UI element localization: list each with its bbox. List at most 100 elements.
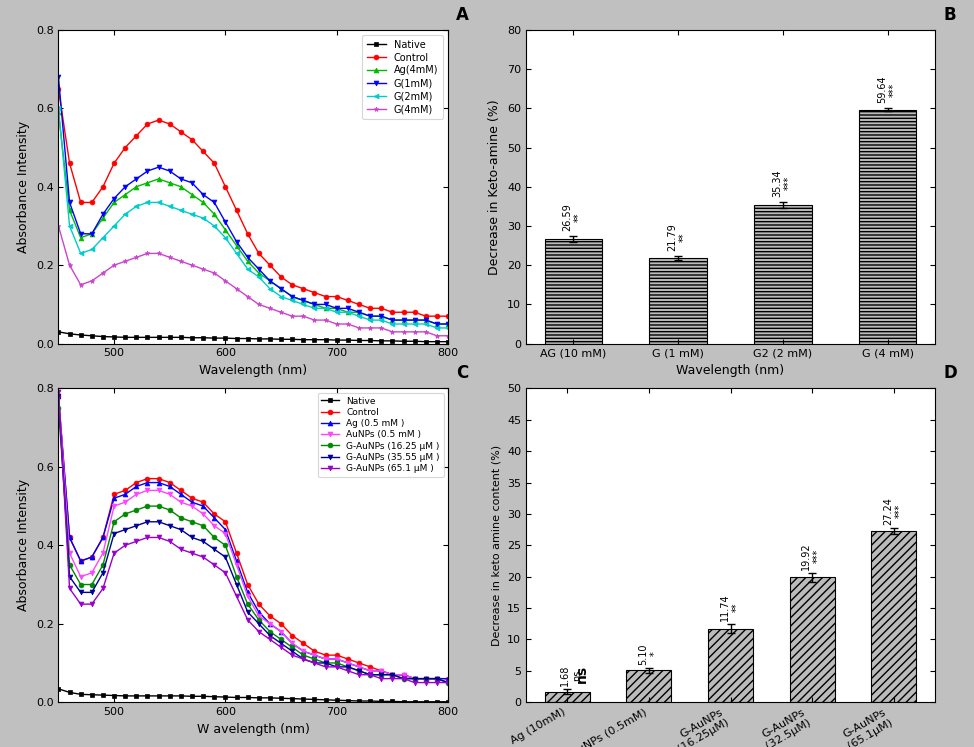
G-AuNPs (35.55 μM ) <box>375 670 387 679</box>
Control <box>309 647 320 656</box>
Native <box>63 688 75 697</box>
Control <box>108 158 120 167</box>
G(1mM) <box>164 167 175 176</box>
Control <box>108 490 120 499</box>
Text: 26.59
**: 26.59 ** <box>563 204 584 232</box>
G(4mM) <box>420 327 431 336</box>
G(4mM) <box>131 252 142 261</box>
Native <box>309 695 320 704</box>
Native <box>86 690 97 699</box>
G-AuNPs (35.55 μM ) <box>120 525 131 534</box>
G-AuNPs (16.25 μM ) <box>86 580 97 589</box>
AuNPs (0.5 mM ) <box>331 654 343 663</box>
Control <box>409 674 421 683</box>
G-AuNPs (35.55 μM ) <box>186 533 198 542</box>
Native <box>97 691 109 700</box>
Text: C: C <box>456 365 468 382</box>
Native <box>108 332 120 341</box>
G-AuNPs (16.25 μM ) <box>108 517 120 526</box>
Native <box>442 697 454 706</box>
Control <box>276 619 287 628</box>
G(2mM) <box>120 210 131 219</box>
Ag (0.5 mM ) <box>309 651 320 660</box>
G-AuNPs (16.25 μM ) <box>309 654 320 663</box>
G-AuNPs (65.1 μM ) <box>198 553 209 562</box>
Text: 19.92
***: 19.92 *** <box>802 542 823 570</box>
Native <box>131 333 142 342</box>
Native <box>409 337 421 346</box>
Native <box>276 694 287 703</box>
Y-axis label: Decrease in keto amine content (%): Decrease in keto amine content (%) <box>492 444 502 646</box>
G(2mM) <box>131 202 142 211</box>
Native <box>141 333 153 342</box>
G-AuNPs (35.55 μM ) <box>219 553 231 562</box>
G-AuNPs (16.25 μM ) <box>431 674 443 683</box>
G(2mM) <box>75 249 87 258</box>
G(4mM) <box>375 323 387 332</box>
G-AuNPs (35.55 μM ) <box>354 666 365 675</box>
G-AuNPs (16.25 μM ) <box>319 659 331 668</box>
G-AuNPs (65.1 μM ) <box>186 548 198 557</box>
Ag (0.5 mM ) <box>97 533 109 542</box>
Ag (0.5 mM ) <box>242 588 253 597</box>
Native <box>141 692 153 701</box>
Y-axis label: Absorbance Intensity: Absorbance Intensity <box>18 480 30 611</box>
Control <box>231 548 243 557</box>
G(4mM) <box>141 249 153 258</box>
AuNPs (0.5 mM ) <box>397 670 409 679</box>
Control <box>264 611 276 620</box>
G-AuNPs (65.1 μM ) <box>387 674 398 683</box>
G-AuNPs (35.55 μM ) <box>409 674 421 683</box>
G-AuNPs (16.25 μM ) <box>397 674 409 683</box>
AuNPs (0.5 mM ) <box>286 639 298 648</box>
G(4mM) <box>231 284 243 293</box>
AuNPs (0.5 mM ) <box>141 486 153 495</box>
G(1mM) <box>219 217 231 226</box>
Native <box>242 334 253 343</box>
G(4mM) <box>120 257 131 266</box>
G(1mM) <box>420 315 431 324</box>
G-AuNPs (35.55 μM ) <box>331 663 343 672</box>
Native <box>387 697 398 706</box>
Bar <box>708 628 753 702</box>
Native <box>75 330 87 339</box>
G(2mM) <box>164 202 175 211</box>
Ag (0.5 mM ) <box>53 391 64 400</box>
G-AuNPs (65.1 μM ) <box>286 651 298 660</box>
Control <box>253 249 265 258</box>
Ag(4mM) <box>342 308 354 317</box>
AuNPs (0.5 mM ) <box>53 388 64 397</box>
Ag(4mM) <box>431 320 443 329</box>
G(2mM) <box>108 221 120 230</box>
Text: 11.74
**: 11.74 ** <box>720 593 741 621</box>
G-AuNPs (65.1 μM ) <box>164 537 175 546</box>
G-AuNPs (16.25 μM ) <box>186 517 198 526</box>
G-AuNPs (65.1 μM ) <box>309 659 320 668</box>
Line: AuNPs (0.5 mM ): AuNPs (0.5 mM ) <box>56 390 450 685</box>
Control <box>342 654 354 663</box>
Native <box>276 335 287 344</box>
G(1mM) <box>375 311 387 320</box>
G-AuNPs (65.1 μM ) <box>208 560 220 569</box>
G(4mM) <box>364 323 376 332</box>
Ag(4mM) <box>264 276 276 285</box>
AuNPs (0.5 mM ) <box>186 502 198 511</box>
AuNPs (0.5 mM ) <box>276 627 287 636</box>
G-AuNPs (35.55 μM ) <box>397 674 409 683</box>
G-AuNPs (16.25 μM ) <box>120 509 131 518</box>
Ag (0.5 mM ) <box>175 490 187 499</box>
G(2mM) <box>198 214 209 223</box>
Ag(4mM) <box>242 257 253 266</box>
G(1mM) <box>86 229 97 238</box>
Control <box>297 639 309 648</box>
Ag(4mM) <box>53 108 64 117</box>
G-AuNPs (35.55 μM ) <box>387 670 398 679</box>
G-AuNPs (16.25 μM ) <box>97 560 109 569</box>
Ag(4mM) <box>276 284 287 293</box>
Native <box>175 692 187 701</box>
G(2mM) <box>186 210 198 219</box>
Control <box>319 651 331 660</box>
G-AuNPs (16.25 μM ) <box>153 502 165 511</box>
Ag (0.5 mM ) <box>120 490 131 499</box>
AuNPs (0.5 mM ) <box>297 647 309 656</box>
